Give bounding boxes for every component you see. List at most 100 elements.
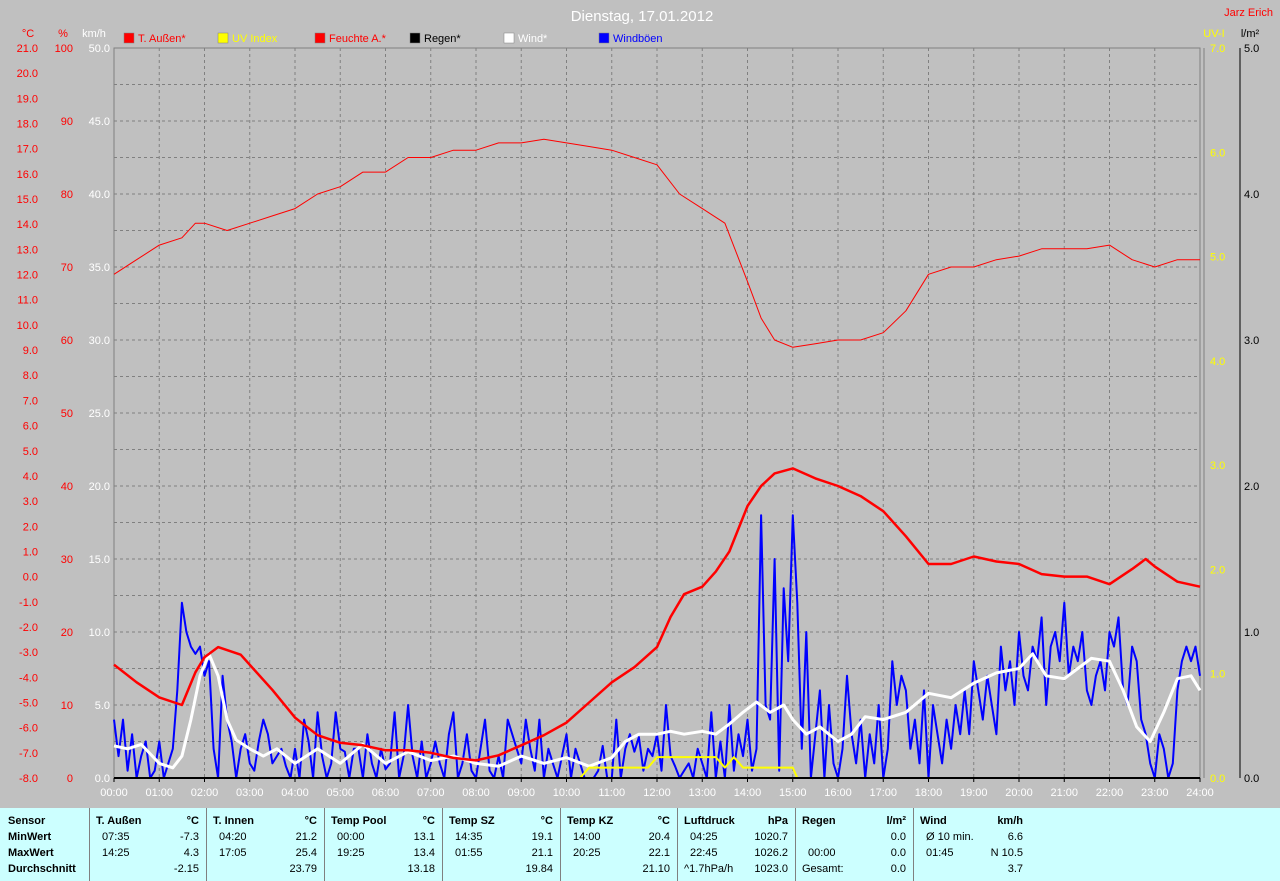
wind-axis-tick-label: 10.0 [89,627,110,639]
temp-axis-tick-label: 19.0 [17,93,38,105]
stats-max-val: 1026.2 [754,847,788,859]
rain-axis-tick-label: 5.0 [1244,43,1259,55]
temp-axis-tick-label: 8.0 [23,370,38,382]
temp-axis-tick-label: -8.0 [19,773,38,785]
stats-max-val: 4.3 [183,847,199,859]
stats-avg-val: 3.7 [1007,863,1023,875]
x-tick-label: 24:00 [1186,787,1214,799]
stats-title: Luftdruck [684,815,735,827]
x-tick-label: 09:00 [507,787,535,799]
temp-axis-tick-label: 1.0 [23,546,38,558]
stats-unit: °C [540,815,553,827]
stats-column: Luftdruck hPa 04:25 1020.7 22:45 1026.2 ^1.7hP… [677,808,796,881]
humidity-axis-tick-label: 100 [55,43,73,55]
x-tick-label: 07:00 [417,787,445,799]
temp-axis-tick-label: -7.0 [19,748,38,760]
temp-axis-tick-label: 7.0 [23,395,38,407]
x-tick-label: 17:00 [869,787,897,799]
series-line-feuchte-a [113,138,1200,348]
stats-unit: °C [186,815,199,827]
temp-axis-tick-label: 2.0 [23,521,38,533]
temp-axis-tick-label: 9.0 [23,345,38,357]
wind-axis-tick-label: 0.0 [95,773,110,785]
x-tick-label: 11:00 [598,787,625,799]
stats-min-time: 04:25 [690,831,718,843]
min-row-label: MinWert [8,831,52,843]
legend-label: T. Außen* [138,33,186,45]
rain-axis-tick-label: 2.0 [1244,481,1259,493]
temp-axis-tick-label: 12.0 [17,270,38,282]
rain-axis-tick-label: 3.0 [1244,335,1259,347]
stats-unit: hPa [767,815,788,827]
stats-unit: °C [304,815,317,827]
rain-axis-tick-label: 4.0 [1244,189,1259,201]
uv-axis-tick-label: 3.0 [1210,460,1225,472]
temp-axis-tick-label: 10.0 [17,320,38,332]
stats-unit: km/h [997,815,1023,827]
x-tick-label: 00:00 [100,787,128,799]
temp-axis-tick-label: -4.0 [19,672,38,684]
stats-column: Temp Pool °C 00:00 13.1 19:25 13.4 13.18 [324,808,443,881]
stats-row1-val: 0.0 [890,831,906,843]
temp-axis-tick-label: 18.0 [17,119,38,131]
avg-row-label: Durchschnitt [8,863,76,875]
temp-axis-tick-label: 13.0 [17,244,38,256]
stats-column: Temp KZ °C 14:00 20.4 20:25 22.1 21.10 [560,808,678,881]
stats-max-time: 22:45 [690,847,718,859]
x-tick-label: 13:00 [688,787,716,799]
stats-min-time: 07:35 [102,831,130,843]
stats-column: Wind km/h Ø 10 min. 6.6 01:45 N 10.5 3.7 [913,808,1031,881]
uv-axis-tick-label: 4.0 [1210,356,1225,368]
stats-avg-val: 21.10 [642,863,670,875]
statistics-table: Sensor MinWert MaxWert Durchschnitt T. A… [0,808,1280,881]
legend-swatch [123,32,135,44]
stats-min-val: 21.2 [295,831,317,843]
stats-avg-label: Gesamt: [802,863,844,875]
wind-axis-tick-label: 15.0 [89,554,110,566]
temp-axis-tick-label: -2.0 [19,622,38,634]
stats-min-val: 6.6 [1007,831,1023,843]
temp-axis-tick-label: 0.0 [23,572,38,584]
uv-axis-tick-label: 7.0 [1210,43,1225,55]
stats-min-val: 19.1 [531,831,553,843]
author-label: Jarz Erich [1224,7,1273,19]
wind-axis-tick-label: 30.0 [89,335,110,347]
series-line-t-außen [113,467,1201,762]
stats-max-val: 21.1 [531,847,553,859]
humidity-axis-tick-label: 70 [61,262,73,274]
x-tick-label: 16:00 [824,787,852,799]
temp-axis-tick-label: 5.0 [23,446,38,458]
temp-axis-tick-label: 4.0 [23,471,38,483]
temp-axis-tick-label: 21.0 [17,43,38,55]
humidity-axis-tick-label: 60 [61,335,73,347]
rain-axis-unit: l/m² [1241,28,1260,40]
temp-axis-tick-label: 11.0 [17,295,38,307]
stats-avg-val: -2.15 [173,863,199,875]
uv-axis-tick-label: 1.0 [1210,669,1225,681]
stats-column: Temp SZ °C 14:35 19.1 01:55 21.1 19.84 [442,808,561,881]
stats-avg-val: 0.0 [890,863,906,875]
stats-min-time: Ø 10 min. [926,831,974,843]
x-tick-label: 19:00 [960,787,988,799]
stats-unit: l/m² [886,815,906,827]
max-row-label: MaxWert [8,847,54,859]
stats-min-val: -7.3 [180,831,199,843]
stats-avg-val: 19.84 [525,863,553,875]
stats-column: Regen l/m² 00:00 0.0 Gesamt: 0.0 0.0 [795,808,914,881]
stats-min-time: 00:00 [337,831,365,843]
stats-max-time: 14:25 [102,847,130,859]
temp-axis-tick-label: -1.0 [19,597,38,609]
stats-min-val: 1020.7 [754,831,788,843]
humidity-axis-tick-label: 0 [67,773,73,785]
rain-axis-tick-label: 1.0 [1244,627,1259,639]
x-tick-label: 04:00 [281,787,309,799]
x-tick-label: 15:00 [779,787,807,799]
temp-axis-tick-label: 20.0 [17,68,38,80]
temp-axis-tick-label: 6.0 [23,421,38,433]
series-group [113,138,1202,779]
temp-axis-tick-label: 3.0 [23,496,38,508]
stats-max-time: 17:05 [219,847,247,859]
stats-min-val: 13.1 [413,831,435,843]
stats-max-time: 20:25 [573,847,601,859]
stats-max-time: 01:45 [926,847,954,859]
